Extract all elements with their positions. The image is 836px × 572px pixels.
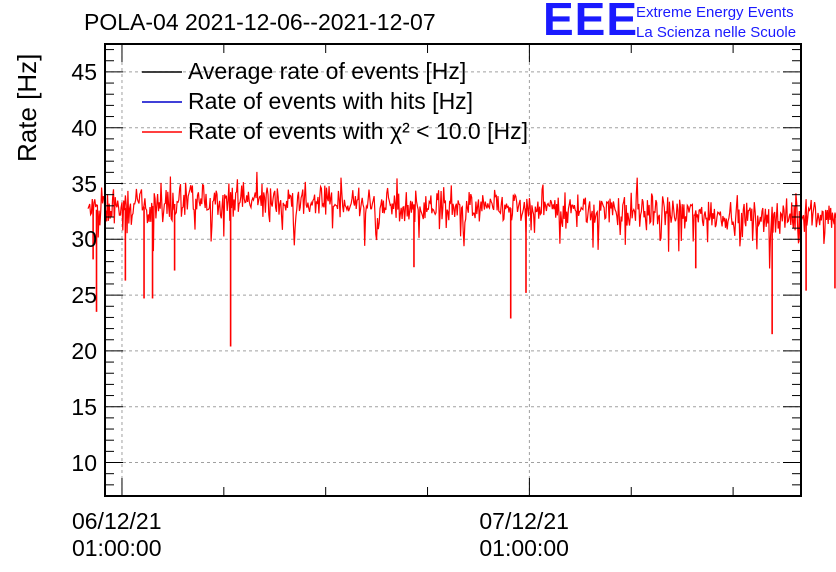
y-tick-label-25: 25 <box>71 282 97 309</box>
y-tick-label-15: 15 <box>71 393 97 420</box>
legend-entry-0: Average rate of events [Hz] <box>188 58 467 84</box>
y-tick-label-45: 45 <box>71 58 97 85</box>
eee-logo: EEE <box>543 0 639 45</box>
plot-frame <box>104 43 802 497</box>
x-tick-time: 01:00:00 <box>479 535 569 561</box>
x-tick-date: 07/12/21 <box>479 508 569 534</box>
legend-entry-1: Rate of events with hits [Hz] <box>188 88 474 114</box>
y-tick-label-20: 20 <box>71 337 97 364</box>
x-tick-label-0: 06/12/21 01:00:00 <box>72 508 162 562</box>
x-tick-date: 06/12/21 <box>71 508 162 534</box>
x-tick-label-1: 07/12/21 01:00:00 <box>479 508 569 562</box>
y-tick-label-35: 35 <box>71 170 97 197</box>
logo-line-2: La Scienza nelle Scuole <box>636 24 797 41</box>
chart-title: POLA-04 2021-12-06--2021-12-07 <box>84 9 436 35</box>
legend-entry-2: Rate of events with χ² < 10.0 [Hz] <box>188 118 528 144</box>
grid-lines <box>105 44 801 496</box>
logo-line-1: Extreme Energy Events <box>636 4 794 21</box>
axis-ticks <box>105 44 801 497</box>
y-tick-label-30: 30 <box>71 226 97 253</box>
y-tick-label-10: 10 <box>71 449 97 476</box>
x-tick-time: 01:00:00 <box>71 535 162 561</box>
rate-series-red <box>87 171 836 347</box>
legend-swatches <box>142 71 182 133</box>
rate-chi2-line <box>87 171 836 269</box>
y-tick-label-40: 40 <box>71 114 97 141</box>
